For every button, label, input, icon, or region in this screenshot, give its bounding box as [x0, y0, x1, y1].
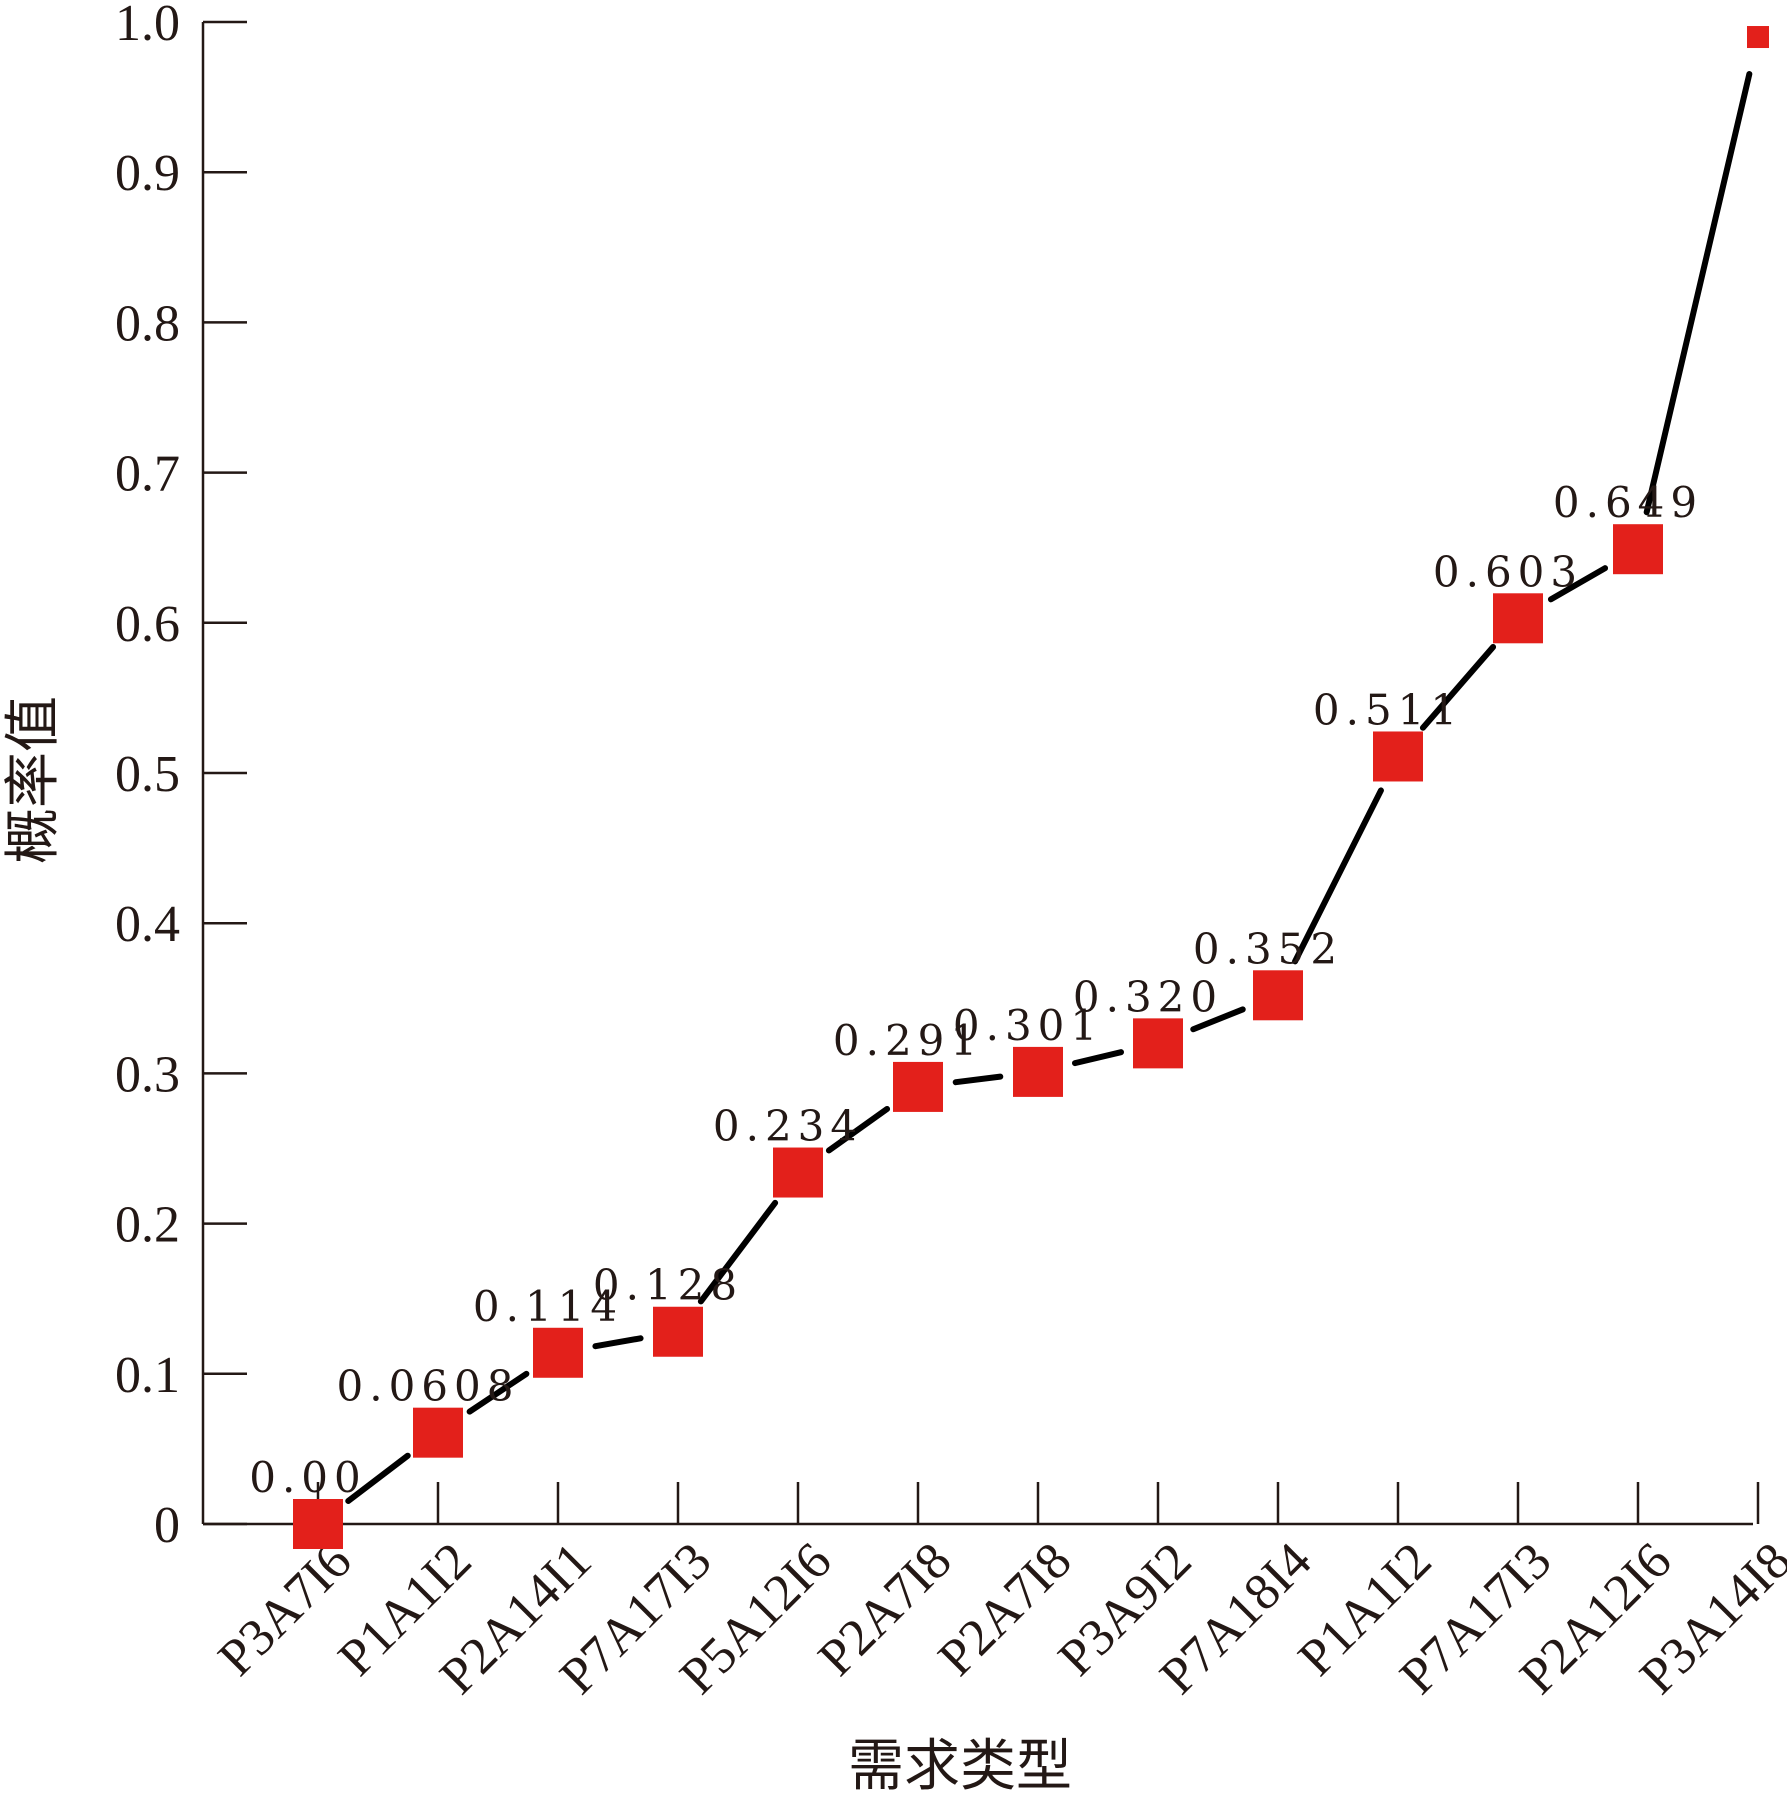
y-tick-label: 1.0	[115, 0, 180, 52]
x-axis-title: 需求类型	[848, 1734, 1072, 1796]
data-label: 0.320	[1073, 972, 1223, 1021]
data-label: 0.128	[593, 1261, 743, 1310]
data-label: 0.352	[1193, 924, 1343, 973]
line-segment	[592, 1335, 644, 1350]
line-segment	[825, 1105, 891, 1154]
y-tick-label: 0.5	[115, 746, 180, 803]
data-label: 0.291	[833, 1016, 983, 1065]
data-point-marker	[1373, 731, 1423, 782]
line-segment	[1292, 787, 1384, 965]
y-tick-label: 0.1	[115, 1347, 180, 1404]
data-label: 0.00	[249, 1453, 367, 1502]
y-tick-label: 0.8	[115, 295, 180, 352]
data-point-marker	[533, 1327, 583, 1378]
line-segment	[345, 1452, 411, 1504]
line-segment	[697, 1199, 779, 1305]
data-point-marker	[653, 1306, 703, 1357]
line-segment	[1071, 1049, 1125, 1067]
line-segment	[1643, 71, 1753, 516]
line-segment	[1190, 1006, 1246, 1033]
y-tick-label: 0.2	[115, 1197, 180, 1254]
data-label: 0.301	[953, 1001, 1103, 1050]
y-axis-title: 概率值	[1, 696, 66, 864]
x-axis: P3A7I6P1A1I2P2A14I1P7A17I3P5A12I6P2A7I8P…	[203, 1482, 1787, 1705]
y-tick-label: 0.7	[115, 446, 180, 503]
data-point-marker	[1253, 970, 1303, 1021]
data-point-marker	[1493, 593, 1543, 644]
data-point-marker	[293, 1499, 343, 1549]
y-tick-label: 0.4	[115, 896, 180, 953]
data-label: 0.511	[1313, 685, 1463, 734]
data-point-marker	[413, 1407, 463, 1458]
y-tick-label: 0	[154, 1497, 180, 1554]
data-point-marker	[773, 1147, 823, 1198]
data-point-marker	[1613, 524, 1663, 575]
series-line	[345, 71, 1753, 1504]
data-label: 0.234	[713, 1102, 863, 1151]
data-label: 0.649	[1553, 478, 1703, 527]
x-tick-label: P2A7I8	[808, 1532, 963, 1687]
data-point-marker	[893, 1061, 943, 1112]
data-point-marker	[1133, 1018, 1183, 1069]
data-point-marker	[1747, 26, 1769, 49]
data-point-marker	[1013, 1046, 1063, 1097]
line-segment	[466, 1370, 530, 1415]
x-tick-label: P2A7I8	[928, 1532, 1083, 1687]
y-tick-label: 0.6	[115, 596, 180, 653]
data-label: 0.603	[1433, 547, 1583, 596]
line-segment	[1419, 643, 1497, 731]
data-label: 0.0608	[337, 1362, 520, 1411]
y-axis: 0 0.1 0.2 0.3 0.4 0.5 0.6 0.7 0.8 0.9 1.0	[115, 0, 247, 1554]
y-tick-label: 0.9	[115, 145, 180, 202]
series-markers	[293, 26, 1769, 1549]
line-segment	[952, 1073, 1004, 1086]
line-segment	[1547, 565, 1609, 603]
data-label: 0.114	[473, 1282, 623, 1331]
y-tick-label: 0.3	[115, 1046, 180, 1103]
x-tick-label: P3A7I6	[208, 1532, 363, 1687]
